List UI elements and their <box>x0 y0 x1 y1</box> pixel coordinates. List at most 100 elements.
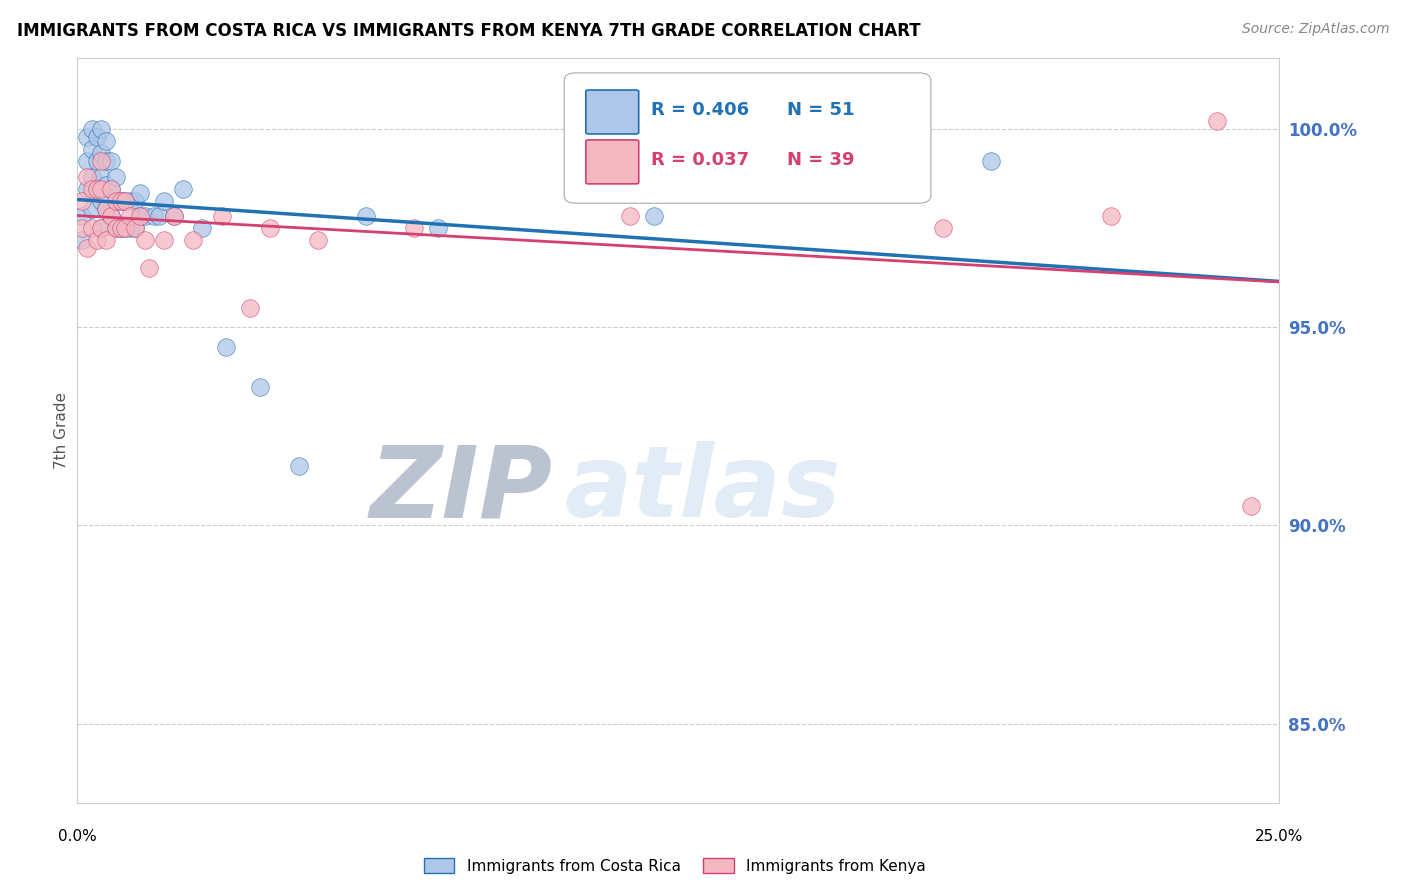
Point <box>80 142 103 156</box>
Point <box>90 169 112 184</box>
Point <box>110 221 132 235</box>
Point <box>181 233 204 247</box>
FancyBboxPatch shape <box>586 90 638 134</box>
Legend: Immigrants from Costa Rica, Immigrants from Kenya: Immigrants from Costa Rica, Immigrants f… <box>418 852 932 880</box>
Point <box>153 194 176 208</box>
Y-axis label: 7th Grade: 7th Grade <box>53 392 69 469</box>
Point <box>100 210 122 224</box>
Point <box>114 221 136 235</box>
Point <box>162 210 184 224</box>
Point <box>143 210 166 224</box>
Point <box>120 221 142 235</box>
Point <box>70 194 93 208</box>
Point <box>80 169 103 184</box>
Point <box>96 233 118 247</box>
Point <box>643 210 665 224</box>
Point <box>104 169 127 184</box>
Point <box>1099 210 1122 224</box>
Point <box>76 169 98 184</box>
Text: N = 39: N = 39 <box>786 151 853 169</box>
Point <box>104 221 127 235</box>
Point <box>427 221 450 235</box>
Point <box>80 221 103 235</box>
Point <box>86 130 108 145</box>
Point <box>287 458 309 473</box>
Point <box>124 221 146 235</box>
Point <box>70 221 93 235</box>
Point <box>86 233 108 247</box>
Point <box>120 210 142 224</box>
Point <box>110 221 132 235</box>
Point <box>96 178 118 192</box>
Point <box>239 301 262 315</box>
Text: Source: ZipAtlas.com: Source: ZipAtlas.com <box>1241 22 1389 37</box>
Text: 25.0%: 25.0% <box>1256 830 1303 844</box>
FancyBboxPatch shape <box>564 73 931 203</box>
Point <box>110 194 132 208</box>
Point <box>80 182 103 196</box>
Text: N = 51: N = 51 <box>786 101 853 120</box>
Point <box>354 210 377 224</box>
Point <box>86 153 108 168</box>
Point <box>110 194 132 208</box>
Point <box>96 202 118 216</box>
Point <box>76 241 98 255</box>
Point <box>124 221 146 235</box>
Point <box>96 202 118 216</box>
Point <box>70 233 93 247</box>
Point <box>90 146 112 161</box>
Point <box>259 221 281 235</box>
Point <box>124 194 146 208</box>
Point <box>96 134 118 148</box>
Point <box>172 182 194 196</box>
Point <box>90 122 112 136</box>
Text: IMMIGRANTS FROM COSTA RICA VS IMMIGRANTS FROM KENYA 7TH GRADE CORRELATION CHART: IMMIGRANTS FROM COSTA RICA VS IMMIGRANTS… <box>17 22 921 40</box>
Point <box>100 182 122 196</box>
Point <box>90 221 112 235</box>
Point <box>114 194 136 208</box>
Point <box>148 210 170 224</box>
Point <box>138 260 160 275</box>
Point <box>104 194 127 208</box>
Point <box>80 122 103 136</box>
Point <box>134 233 156 247</box>
Point <box>134 210 156 224</box>
Point <box>90 194 112 208</box>
Point <box>114 221 136 235</box>
Point <box>100 153 122 168</box>
Point <box>100 182 122 196</box>
Point <box>980 153 1002 168</box>
Point <box>191 221 214 235</box>
Point <box>114 194 136 208</box>
Point <box>120 194 142 208</box>
Point <box>1206 114 1229 128</box>
Point <box>128 210 150 224</box>
Point <box>128 186 150 200</box>
Point <box>80 202 103 216</box>
Point <box>76 130 98 145</box>
Point <box>86 182 108 196</box>
Point <box>90 182 112 196</box>
Point <box>86 182 108 196</box>
Point <box>96 153 118 168</box>
Point <box>70 210 93 224</box>
Text: ZIP: ZIP <box>370 442 553 539</box>
Point <box>76 153 98 168</box>
Point <box>76 182 98 196</box>
Point <box>100 210 122 224</box>
Point <box>104 221 127 235</box>
Point <box>402 221 425 235</box>
Text: atlas: atlas <box>564 442 841 539</box>
Point <box>307 233 329 247</box>
Text: R = 0.406: R = 0.406 <box>651 101 749 120</box>
Text: R = 0.037: R = 0.037 <box>651 151 749 169</box>
Point <box>90 153 112 168</box>
Point <box>90 221 112 235</box>
Point <box>932 221 955 235</box>
Point <box>211 210 233 224</box>
Point <box>619 210 641 224</box>
FancyBboxPatch shape <box>586 140 638 184</box>
Point <box>215 340 238 354</box>
Point <box>128 210 150 224</box>
Text: 0.0%: 0.0% <box>58 830 97 844</box>
